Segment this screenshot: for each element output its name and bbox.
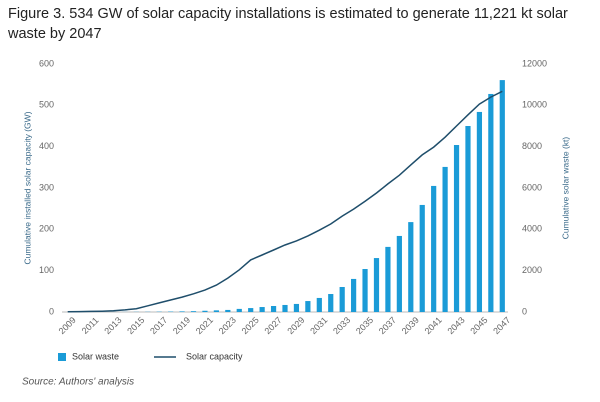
x-tick-label: 2025: [240, 315, 261, 336]
x-tick-label: 2009: [57, 315, 78, 336]
bar: [476, 111, 483, 313]
bar: [305, 301, 311, 312]
y-tick-label: 0: [49, 306, 54, 316]
x-tick-label: 2033: [331, 315, 352, 336]
bar: [351, 278, 357, 312]
bar: [236, 308, 242, 312]
y-axis-title: Cumulative installed solar capacity (GW): [22, 111, 32, 264]
bar: [213, 310, 219, 312]
legend-label: Solar waste: [72, 351, 119, 361]
bar: [442, 166, 448, 312]
x-tick-label: 2027: [263, 315, 284, 336]
bar: [259, 307, 265, 312]
bar: [408, 222, 414, 312]
bar: [328, 294, 334, 312]
x-tick-label: 2017: [148, 315, 169, 336]
bar: [488, 93, 494, 312]
bar: [396, 235, 402, 312]
x-tick-label: 2019: [171, 315, 192, 336]
x-tick-label: 2015: [125, 315, 146, 336]
x-tick-label: 2041: [423, 315, 444, 336]
bar: [465, 126, 471, 312]
x-tick-label: 2037: [377, 315, 398, 336]
x-tick-label: 2011: [80, 315, 101, 336]
x-tick-label: 2043: [445, 315, 466, 336]
legend-swatch: [58, 353, 66, 361]
x-tick-label: 2013: [102, 315, 123, 336]
y2-tick-label: 2000: [522, 265, 542, 275]
bar: [293, 303, 300, 312]
bar: [339, 286, 345, 312]
x-tick-label: 2023: [217, 315, 238, 336]
bar: [202, 310, 208, 312]
y2-tick-label: 0: [522, 306, 527, 316]
bar: [316, 297, 322, 312]
bar: [499, 80, 505, 312]
y2-axis-title: Cumulative solar waste (kt): [560, 137, 570, 240]
legend-label: Solar capacity: [186, 351, 243, 361]
source: Source: Authors' analysis: [22, 377, 134, 388]
bar: [431, 185, 437, 312]
x-tick-label: 2031: [308, 315, 329, 336]
bar: [373, 258, 380, 312]
bar: [179, 311, 185, 312]
chart-title: Figure 3. 534 GW of solar capacity insta…: [8, 6, 568, 42]
y-tick-label: 600: [39, 58, 54, 68]
y2-tick-label: 12000: [522, 58, 547, 68]
y2-tick-label: 4000: [522, 224, 542, 234]
y-tick-label: 500: [39, 100, 54, 110]
bar: [248, 308, 254, 312]
bar: [225, 309, 231, 312]
bar: [419, 204, 425, 312]
y-tick-label: 400: [39, 141, 54, 151]
y2-tick-label: 10000: [522, 100, 547, 110]
x-tick-label: 2047: [491, 315, 512, 336]
y2-tick-label: 8000: [522, 141, 542, 151]
y-tick-label: 300: [39, 182, 54, 192]
y-tick-label: 200: [39, 224, 54, 234]
x-tick-label: 2021: [194, 315, 215, 336]
bar: [362, 269, 368, 312]
bar: [453, 145, 460, 312]
bar: [270, 306, 277, 312]
line: [67, 90, 503, 313]
x-tick-label: 2029: [285, 315, 306, 336]
x-tick-label: 2039: [400, 315, 421, 336]
title-box: Figure 3. 534 GW of solar capacity insta…: [8, 6, 568, 42]
bar: [385, 246, 391, 312]
bar: [190, 311, 197, 312]
y2-tick-label: 6000: [522, 182, 542, 192]
x-tick-label: 2045: [468, 315, 489, 336]
bar: [282, 304, 288, 312]
x-tick-label: 2035: [354, 315, 375, 336]
y-tick-label: 100: [39, 265, 54, 275]
